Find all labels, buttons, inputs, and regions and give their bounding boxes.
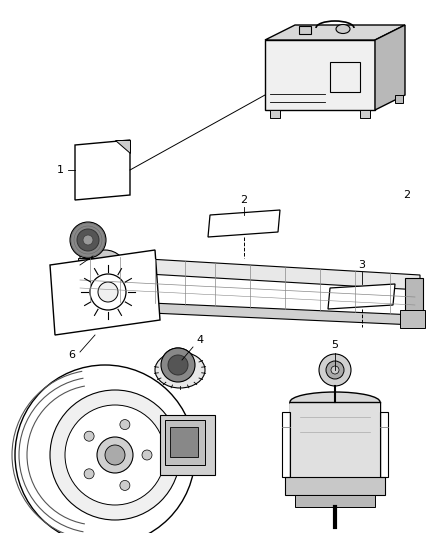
Text: 3: 3 — [358, 260, 365, 270]
Polygon shape — [80, 255, 420, 290]
Circle shape — [83, 250, 127, 294]
Text: 2: 2 — [240, 195, 247, 205]
Polygon shape — [328, 284, 395, 309]
Bar — [78, 258, 96, 288]
Circle shape — [173, 360, 183, 370]
Circle shape — [15, 365, 195, 533]
Circle shape — [90, 274, 126, 310]
Circle shape — [97, 437, 133, 473]
Ellipse shape — [155, 352, 205, 388]
Circle shape — [83, 235, 93, 245]
Bar — [299, 26, 311, 34]
Circle shape — [84, 469, 94, 479]
Polygon shape — [265, 25, 405, 40]
Bar — [65, 265, 80, 283]
Text: 4: 4 — [196, 335, 204, 345]
Bar — [295, 495, 375, 507]
Bar — [290, 402, 380, 477]
Text: 6: 6 — [68, 350, 75, 360]
Circle shape — [70, 222, 106, 258]
Text: 2: 2 — [403, 190, 410, 200]
Bar — [165, 420, 205, 465]
Circle shape — [161, 348, 195, 382]
Circle shape — [65, 405, 165, 505]
Text: 1: 1 — [57, 165, 64, 175]
Circle shape — [98, 282, 118, 302]
Text: 5: 5 — [332, 340, 339, 350]
Polygon shape — [50, 250, 160, 335]
Bar — [270, 110, 280, 118]
Circle shape — [120, 419, 130, 430]
Circle shape — [50, 390, 180, 520]
Bar — [330, 62, 360, 92]
Polygon shape — [115, 140, 130, 153]
Circle shape — [319, 354, 351, 386]
Ellipse shape — [290, 392, 380, 412]
Circle shape — [168, 355, 188, 375]
Circle shape — [77, 229, 99, 251]
Bar — [170, 427, 198, 457]
Circle shape — [168, 355, 188, 375]
Circle shape — [120, 480, 130, 490]
Polygon shape — [75, 140, 130, 200]
Bar — [282, 412, 290, 477]
Ellipse shape — [336, 25, 350, 34]
Polygon shape — [375, 25, 405, 110]
Bar — [290, 402, 380, 477]
Polygon shape — [265, 40, 375, 110]
Circle shape — [84, 431, 94, 441]
Bar — [400, 310, 425, 328]
Bar — [395, 95, 403, 103]
Bar — [160, 415, 215, 475]
Polygon shape — [208, 210, 280, 237]
Bar — [285, 477, 385, 495]
Circle shape — [331, 366, 339, 374]
Bar — [380, 412, 388, 477]
Bar — [360, 110, 370, 118]
Circle shape — [91, 258, 119, 286]
Circle shape — [326, 361, 344, 379]
Polygon shape — [85, 300, 415, 325]
Bar — [405, 278, 423, 313]
Circle shape — [142, 450, 152, 460]
Circle shape — [161, 348, 195, 382]
Circle shape — [105, 445, 125, 465]
Circle shape — [98, 265, 112, 279]
